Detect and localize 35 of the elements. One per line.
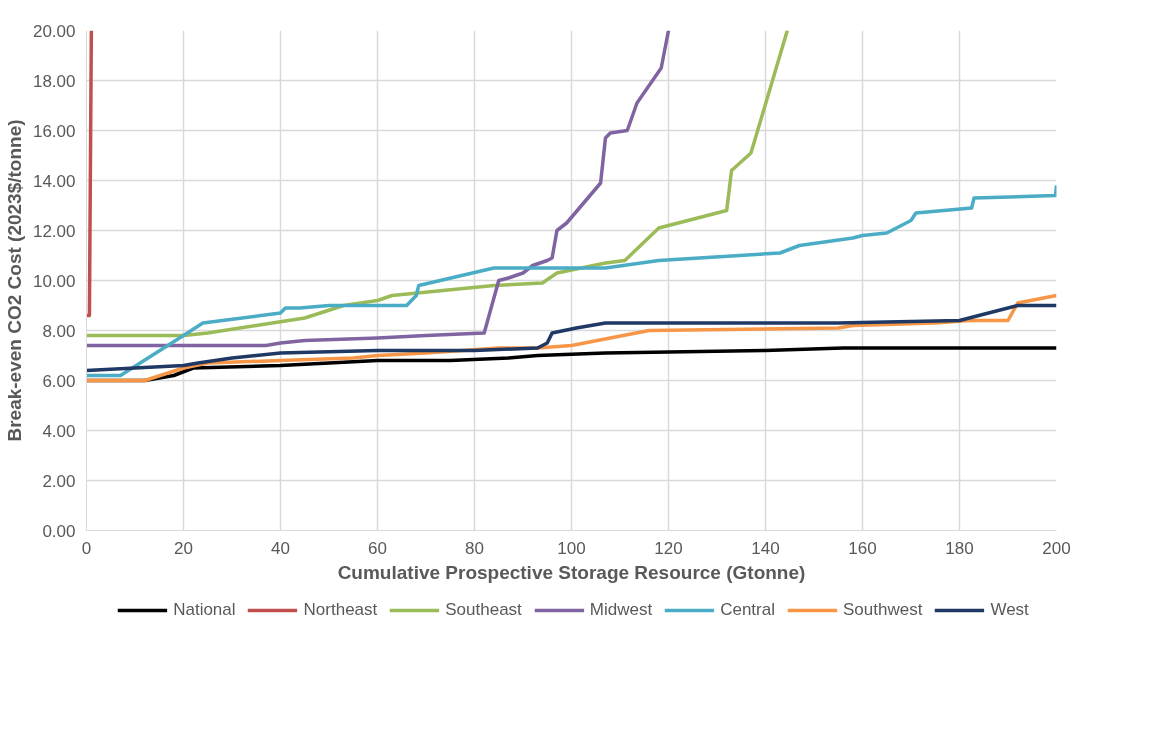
x-tick-label: 80 [465,538,484,558]
y-tick-label: 8.00 [42,321,76,341]
x-tick-label: 60 [368,538,387,558]
legend-label: Midwest [589,600,653,620]
y-tick-label: 0.00 [42,521,76,541]
x-tick-label: 20 [174,538,193,558]
legend-label: Northeast [303,600,378,620]
x-tick-label: 100 [557,538,586,558]
y-tick-label: 14.00 [32,171,76,191]
y-axis-title: Break-even CO2 Cost (2023$/tonne) [3,119,25,442]
line-series [86,30,671,348]
x-tick-label: 120 [654,538,683,558]
legend-label: National [173,600,236,620]
y-tick-label: 16.00 [32,121,76,141]
x-tick-label: 180 [945,538,974,558]
y-tick-label: 4.00 [42,421,76,441]
x-tick-label: 0 [81,538,92,558]
legend-label: Central [720,600,775,620]
legend-label: Southeast [445,600,522,620]
y-tick-label: 12.00 [32,221,76,241]
x-axis-title: Cumulative Prospective Storage Resource (Gtonne) [337,561,806,583]
legend-label: Southwest [843,600,923,620]
x-tick-label: 160 [848,538,877,558]
x-tick-label: 140 [751,538,780,558]
x-tick-label: 40 [271,538,290,558]
legend-label: West [990,600,1029,620]
line-series [86,183,1057,378]
y-tick-label: 18.00 [32,71,76,91]
y-tick-label: 2.00 [42,471,76,491]
y-tick-label: 10.00 [32,271,76,291]
line-series [86,303,1057,373]
y-tick-label: 6.00 [42,371,76,391]
line-series [86,30,790,338]
x-tick-label: 200 [1042,538,1071,558]
y-tick-label: 20.00 [32,21,76,41]
